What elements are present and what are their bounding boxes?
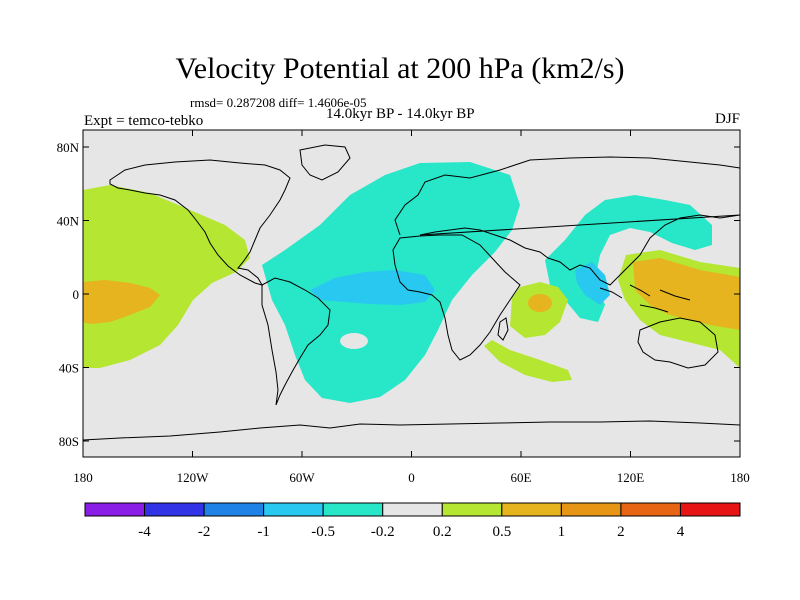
pacific-moderate-region [83, 280, 160, 324]
lon-tick-label: 60W [289, 470, 315, 485]
colorbar-swatch [382, 502, 443, 517]
colorbar-label: 0.2 [433, 524, 452, 540]
colorbar-label: -2 [198, 524, 211, 540]
lat-tick-label: 80S [59, 434, 79, 449]
colorbar-swatch [501, 502, 562, 517]
lat-tick-label: 80N [57, 140, 80, 155]
colorbar-swatch [263, 502, 324, 517]
lon-tick-label: 120E [617, 470, 645, 485]
coastlines [82, 144, 741, 441]
pacific-positive-region [83, 185, 250, 368]
map-title: Velocity Potential at 200 hPa (km2/s) [175, 52, 625, 85]
colorbar-swatch [144, 502, 205, 517]
colorbar-swatch [203, 502, 265, 517]
greenland-coastline [299, 144, 351, 181]
lat-tick-label: 40N [57, 214, 80, 229]
southern-indian-positive-band [484, 340, 572, 382]
colorbar-label: 2 [617, 524, 625, 540]
south-atlantic-gap [340, 333, 368, 349]
colorbar-swatch [560, 502, 622, 517]
colorbar-label: -0.5 [311, 524, 335, 540]
lon-tick-label: 0 [408, 470, 415, 485]
colorbar-swatch [84, 502, 146, 517]
colorbar-swatch [620, 502, 681, 517]
longitude-axis: 180 120W 60W 0 60E 120E 180 [73, 130, 750, 485]
colorbar-label: 0.5 [492, 524, 511, 540]
antarctica-coastline [82, 420, 741, 441]
south-america-coastline [261, 277, 331, 406]
lat-tick-label: 40S [59, 361, 79, 376]
colorbar-label: -1 [257, 524, 270, 540]
lon-tick-label: 180 [730, 470, 750, 485]
colorbar-label: -4 [138, 524, 151, 540]
west-pacific-moderate-region [633, 258, 740, 330]
australia-coastline [637, 317, 719, 369]
eurasia-coastline [394, 156, 741, 286]
indian-ocean-moderate-region [528, 294, 552, 312]
colorbar-label: 1 [558, 524, 566, 540]
colorbar-swatch [322, 502, 384, 517]
lon-tick-label: 180 [73, 470, 93, 485]
contour-fills [83, 162, 740, 403]
colorbar-label: 4 [677, 524, 685, 540]
lon-tick-label: 120W [177, 470, 210, 485]
colorbar-swatch [679, 502, 741, 517]
colorbar-label: -0.2 [371, 524, 395, 540]
lat-tick-label: 0 [73, 287, 80, 302]
map-panel [82, 129, 741, 458]
period-label: 14.0kyr BP - 14.0kyr BP [326, 106, 475, 122]
colorbar: -4 -2 -1 -0.5 -0.2 0.2 0.5 1 2 4 [84, 502, 741, 540]
latitude-axis: 80N 40N 0 40S 80S [57, 140, 740, 449]
madagascar-coastline [497, 317, 509, 341]
stats-label: rmsd= 0.287208 diff= 1.4606e-05 [190, 95, 367, 110]
season-label: DJF [714, 111, 740, 127]
maritime-continent-coastline [599, 284, 691, 313]
africa-coastline [392, 234, 521, 361]
central-atlantic-core [310, 270, 435, 305]
north-america-coastline [109, 159, 291, 286]
experiment-label: Expt = temco-tebko [84, 113, 204, 129]
indian-ocean-core [575, 262, 610, 305]
lon-tick-label: 60E [511, 470, 532, 485]
colorbar-swatch [441, 502, 503, 517]
